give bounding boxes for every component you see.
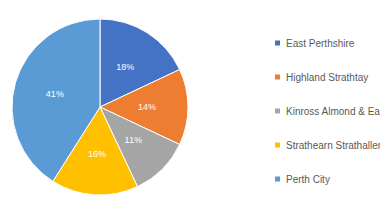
- svg-text:Kinross Almond & Earn: Kinross Almond & Earn: [286, 106, 380, 117]
- svg-text:41%: 41%: [46, 89, 64, 99]
- svg-text:11%: 11%: [125, 135, 142, 145]
- svg-text:14%: 14%: [138, 102, 156, 112]
- svg-text:Strathearn Strathallen: Strathearn Strathallen: [286, 140, 380, 151]
- svg-text:16%: 16%: [88, 149, 106, 159]
- svg-text:East Perthshire: East Perthshire: [286, 38, 355, 49]
- svg-text:Highland Strathtay: Highland Strathtay: [286, 72, 368, 83]
- svg-text:Perth City: Perth City: [286, 174, 330, 185]
- svg-text:18%: 18%: [116, 62, 134, 72]
